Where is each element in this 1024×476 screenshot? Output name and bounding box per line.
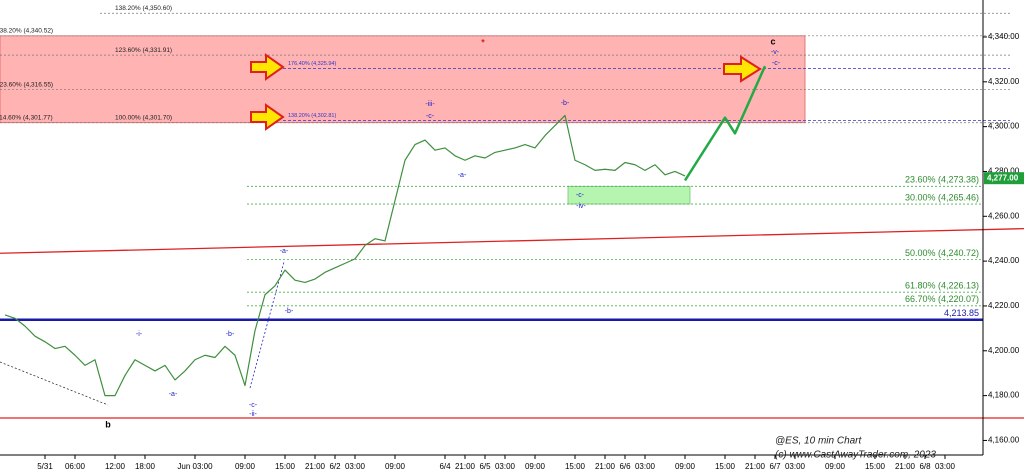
level-label: 61.80% (4,226.13) (905, 281, 979, 291)
level-label: 176.40% (4,325.94) (288, 61, 336, 67)
level-label: 100.00% (4,301.70) (115, 115, 172, 122)
x-tick-label: 6/7 (769, 462, 781, 471)
x-tick-label: 06:00 (65, 462, 86, 471)
x-tick-label: 21:00 (895, 462, 916, 471)
x-tick-label: 6/6 (619, 462, 631, 471)
x-tick-label: 15:00 (275, 462, 296, 471)
credit: @ES, 10 min Chart (775, 436, 863, 447)
wave-label: -ii- (249, 411, 257, 418)
level-label: 138.20% (4,302.81) (288, 113, 336, 119)
resistance-zone (0, 35, 806, 124)
x-tick-label: 03:00 (785, 462, 806, 471)
x-tick-label: 6/4 (439, 462, 451, 471)
y-tick-label: 4,340.00 (988, 32, 1020, 41)
level-label: 30.00% (4,265.46) (905, 192, 979, 202)
level-label: 138.20% (4,350.60) (115, 5, 172, 12)
price-line (4, 114, 686, 397)
wave-label: -b- (285, 308, 294, 315)
x-tick-label: 6/2 (329, 462, 341, 471)
level-label: 123.60% (4,316.55) (0, 81, 53, 88)
x-tick-label: 09:00 (675, 462, 696, 471)
wave-label: -iii- (425, 101, 435, 108)
x-tick-label: 03:00 (495, 462, 516, 471)
target-zone (567, 185, 691, 205)
y-tick-label: 4,280.00 (988, 167, 1020, 176)
wave-label: b (105, 419, 111, 429)
y-tick-label: 4,160.00 (988, 436, 1020, 445)
x-tick-label: 03:00 (935, 462, 956, 471)
level-label: 50.00% (4,240.72) (905, 248, 979, 258)
x-tick-label: 03:00 (345, 462, 366, 471)
callout-arrow (250, 53, 762, 131)
level-label: 123.60% (4,331.91) (115, 47, 172, 54)
y-tick-label: 4,300.00 (988, 122, 1020, 131)
x-tick-label: 09:00 (525, 462, 546, 471)
wave-label: * (481, 37, 485, 47)
x-tick-label: 09:00 (235, 462, 256, 471)
x-tick-label: 18:00 (135, 462, 156, 471)
wave-label: -c- (426, 113, 435, 120)
wave-label: -i- (136, 331, 143, 338)
wave-label: -b- (226, 331, 235, 338)
wave-label: -a- (458, 172, 467, 179)
last-price-label: 4,277.00 (987, 173, 1019, 182)
credit: (c) www.CastAwayTrader.com, 2023 (775, 450, 936, 461)
x-tick-label: 15:00 (565, 462, 586, 471)
y-tick-label: 4,260.00 (988, 211, 1020, 220)
y-tick-label: 4,220.00 (988, 301, 1020, 310)
wave-label: -c- (576, 192, 585, 199)
x-tick-label: 09:00 (825, 462, 846, 471)
x-tick-label: 21:00 (595, 462, 616, 471)
wave-label: -a- (280, 248, 289, 255)
wave-label: -iv- (576, 203, 586, 210)
x-tick-label: 15:00 (715, 462, 736, 471)
wave-channel (249, 261, 285, 389)
x-tick-label: 6/5 (479, 462, 491, 471)
wave-label: c (770, 36, 775, 46)
wave-label: -b- (561, 100, 570, 107)
x-tick-label: 15:00 (865, 462, 886, 471)
x-tick-label: 21:00 (455, 462, 476, 471)
x-tick-label: Jun 03:00 (177, 462, 213, 471)
level-label: 114.60% (4,301.77) (0, 114, 53, 121)
wave-label: -v- (771, 49, 780, 56)
x-tick-label: 5/31 (37, 462, 53, 471)
wave-label: -a- (169, 391, 178, 398)
level-label: 66.70% (4,220.07) (905, 294, 979, 304)
level-label: 4,213.85 (944, 308, 979, 318)
y-tick-label: 4,320.00 (988, 77, 1020, 86)
projection-line (683, 65, 767, 182)
level-label: 23.60% (4,273.38) (905, 175, 979, 185)
trend-line (0, 227, 1024, 254)
x-tick-label: 12:00 (105, 462, 126, 471)
y-tick-label: 4,180.00 (988, 391, 1020, 400)
wave-label: -c- (249, 402, 258, 409)
x-tick-label: 03:00 (635, 462, 656, 471)
level-label: 138.20% (4,340.52) (0, 28, 53, 35)
y-tick-label: 4,240.00 (988, 256, 1020, 265)
last-price-tag (984, 172, 1024, 185)
x-tick-label: 09:00 (385, 462, 406, 471)
wave-label: -c- (772, 60, 781, 67)
x-tick-label: 21:00 (745, 462, 766, 471)
x-tick-label: 21:00 (305, 462, 326, 471)
y-tick-label: 4,200.00 (988, 346, 1020, 355)
wave-channel (0, 361, 109, 406)
x-tick-label: 6/8 (919, 462, 931, 471)
